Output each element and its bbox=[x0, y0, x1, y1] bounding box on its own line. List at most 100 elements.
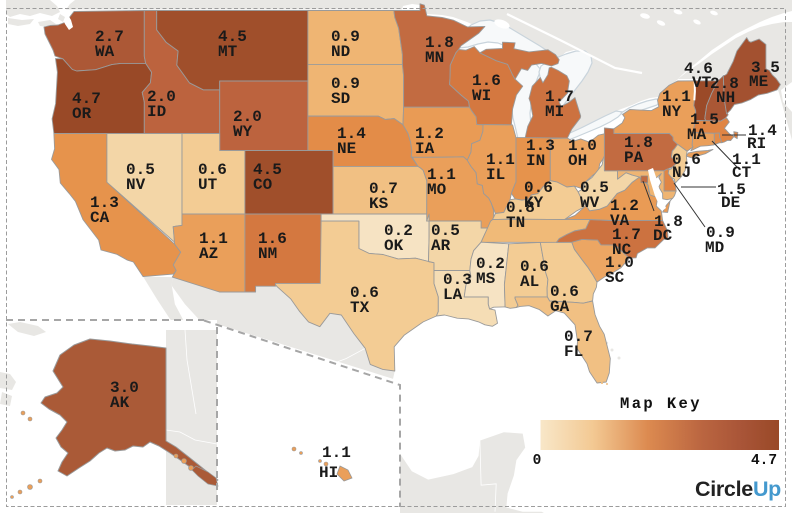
svg-text:1.1: 1.1 bbox=[486, 151, 515, 169]
svg-text:NE: NE bbox=[337, 140, 356, 158]
svg-text:0.5: 0.5 bbox=[431, 222, 460, 240]
svg-text:0.6: 0.6 bbox=[524, 179, 553, 197]
svg-text:RI: RI bbox=[747, 135, 766, 153]
svg-text:0.9: 0.9 bbox=[331, 75, 360, 93]
svg-text:MN: MN bbox=[425, 49, 444, 67]
svg-text:NC: NC bbox=[612, 241, 632, 259]
svg-text:NJ: NJ bbox=[672, 164, 691, 182]
svg-text:AL: AL bbox=[520, 273, 539, 291]
svg-text:0.9: 0.9 bbox=[331, 28, 360, 46]
svg-text:DE: DE bbox=[721, 194, 740, 212]
svg-text:4.5: 4.5 bbox=[218, 28, 247, 46]
svg-text:NY: NY bbox=[662, 103, 682, 121]
svg-text:AK: AK bbox=[110, 394, 130, 412]
svg-text:0.6: 0.6 bbox=[520, 258, 549, 276]
svg-text:MA: MA bbox=[687, 126, 707, 144]
svg-text:1.1: 1.1 bbox=[199, 230, 228, 248]
svg-text:GA: GA bbox=[550, 298, 570, 316]
svg-text:3.0: 3.0 bbox=[110, 379, 139, 397]
svg-text:MT: MT bbox=[218, 43, 238, 61]
svg-text:IA: IA bbox=[415, 140, 435, 158]
svg-text:KY: KY bbox=[524, 194, 544, 212]
svg-text:1.1: 1.1 bbox=[732, 151, 761, 169]
svg-text:0.6: 0.6 bbox=[550, 283, 579, 301]
svg-text:0.3: 0.3 bbox=[443, 271, 472, 289]
svg-text:1.7: 1.7 bbox=[612, 226, 641, 244]
svg-text:MI: MI bbox=[545, 103, 564, 121]
svg-text:1.5: 1.5 bbox=[717, 181, 746, 199]
svg-text:1.7: 1.7 bbox=[545, 88, 574, 106]
svg-text:1.8: 1.8 bbox=[624, 134, 653, 152]
svg-text:1.0: 1.0 bbox=[605, 254, 634, 272]
svg-text:DC: DC bbox=[653, 227, 673, 245]
svg-text:KS: KS bbox=[369, 195, 389, 213]
svg-text:1.4: 1.4 bbox=[748, 122, 777, 140]
svg-text:0.2: 0.2 bbox=[384, 222, 413, 240]
svg-text:IL: IL bbox=[486, 166, 505, 184]
svg-text:1.1: 1.1 bbox=[322, 444, 351, 462]
svg-text:PA: PA bbox=[624, 149, 644, 167]
svg-text:1.2: 1.2 bbox=[415, 125, 444, 143]
svg-text:NM: NM bbox=[258, 245, 277, 263]
svg-text:0.2: 0.2 bbox=[476, 255, 505, 273]
svg-text:NH: NH bbox=[716, 89, 735, 107]
svg-text:OH: OH bbox=[568, 152, 587, 170]
svg-text:TN: TN bbox=[506, 214, 525, 232]
svg-text:AR: AR bbox=[431, 237, 451, 255]
svg-text:3.5: 3.5 bbox=[751, 59, 780, 77]
svg-text:NV: NV bbox=[126, 176, 146, 194]
svg-text:AZ: AZ bbox=[199, 245, 218, 263]
svg-text:4.7: 4.7 bbox=[751, 453, 777, 469]
svg-text:CO: CO bbox=[253, 176, 273, 194]
svg-text:LA: LA bbox=[443, 286, 463, 304]
svg-text:ND: ND bbox=[331, 43, 350, 61]
svg-text:1.6: 1.6 bbox=[472, 72, 501, 90]
svg-text:MD: MD bbox=[705, 239, 724, 257]
svg-text:2.8: 2.8 bbox=[710, 75, 739, 93]
svg-text:MO: MO bbox=[427, 181, 447, 199]
svg-text:1.3: 1.3 bbox=[526, 137, 555, 155]
svg-text:1.2: 1.2 bbox=[610, 197, 639, 215]
svg-text:1.4: 1.4 bbox=[337, 125, 366, 143]
svg-text:IN: IN bbox=[526, 152, 545, 170]
svg-text:4.6: 4.6 bbox=[684, 60, 713, 78]
svg-text:WV: WV bbox=[580, 194, 600, 212]
svg-text:0.6: 0.6 bbox=[198, 161, 227, 179]
svg-text:4.5: 4.5 bbox=[253, 161, 282, 179]
svg-text:CircleUp: CircleUp bbox=[695, 477, 781, 501]
svg-text:UT: UT bbox=[198, 176, 218, 194]
svg-text:2.0: 2.0 bbox=[233, 108, 262, 126]
svg-text:0: 0 bbox=[533, 453, 542, 469]
svg-text:OR: OR bbox=[72, 105, 92, 123]
svg-text:0.7: 0.7 bbox=[369, 180, 398, 198]
svg-text:ME: ME bbox=[749, 73, 768, 91]
svg-text:CA: CA bbox=[90, 209, 110, 227]
svg-text:0.6: 0.6 bbox=[350, 284, 379, 302]
svg-text:SD: SD bbox=[331, 90, 350, 108]
svg-text:0.8: 0.8 bbox=[506, 199, 535, 217]
svg-text:1.3: 1.3 bbox=[90, 194, 119, 212]
svg-text:1.1: 1.1 bbox=[662, 88, 691, 106]
svg-text:HI: HI bbox=[319, 464, 338, 482]
svg-text:1.0: 1.0 bbox=[568, 137, 597, 155]
svg-text:2.7: 2.7 bbox=[95, 28, 124, 46]
svg-text:VT: VT bbox=[692, 74, 712, 92]
svg-text:Map Key: Map Key bbox=[620, 395, 702, 413]
svg-text:WI: WI bbox=[472, 87, 491, 105]
svg-text:WA: WA bbox=[95, 43, 115, 61]
svg-text:VA: VA bbox=[610, 212, 630, 230]
svg-text:OK: OK bbox=[384, 237, 404, 255]
svg-text:SC: SC bbox=[605, 269, 625, 287]
svg-text:1.8: 1.8 bbox=[654, 213, 683, 231]
svg-text:0.6: 0.6 bbox=[672, 151, 701, 169]
svg-text:0.5: 0.5 bbox=[580, 179, 609, 197]
svg-text:0.5: 0.5 bbox=[126, 161, 155, 179]
svg-text:2.0: 2.0 bbox=[147, 88, 176, 106]
svg-text:CT: CT bbox=[732, 164, 752, 182]
svg-text:TX: TX bbox=[350, 299, 370, 317]
svg-text:1.5: 1.5 bbox=[690, 111, 719, 129]
svg-text:WY: WY bbox=[233, 123, 253, 141]
svg-text:1.6: 1.6 bbox=[258, 230, 287, 248]
svg-text:0.9: 0.9 bbox=[706, 224, 735, 242]
svg-text:ID: ID bbox=[147, 103, 166, 121]
